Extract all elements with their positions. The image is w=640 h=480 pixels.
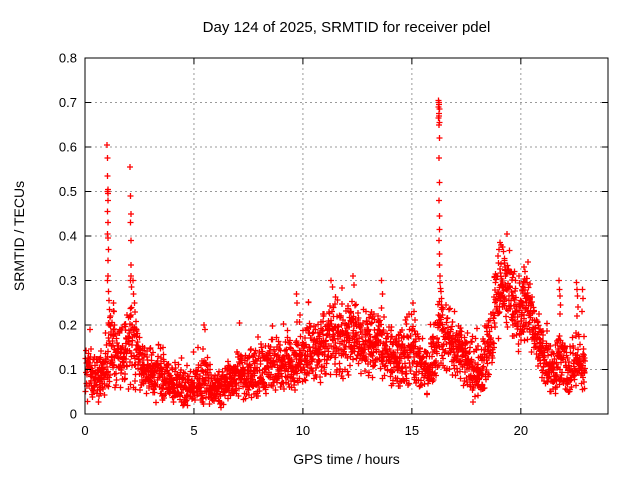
y-tick-label: 0.3: [59, 273, 77, 288]
y-tick-label: 0.5: [59, 184, 77, 199]
y-tick-label: 0: [70, 407, 77, 422]
y-tick-label: 0.8: [59, 51, 77, 66]
x-tick-label: 5: [190, 423, 197, 438]
x-tick-label: 20: [514, 423, 528, 438]
x-axis-label: GPS time / hours: [293, 451, 400, 467]
chart-title: Day 124 of 2025, SRMTID for receiver pde…: [202, 19, 491, 36]
x-tick-label: 15: [405, 423, 419, 438]
y-tick-label: 0.2: [59, 318, 77, 333]
scatter-points: [82, 97, 588, 411]
x-tick-label: 10: [296, 423, 310, 438]
y-tick-label: 0.6: [59, 140, 77, 155]
x-tick-label: 0: [81, 423, 88, 438]
y-tick-label: 0.7: [59, 95, 77, 110]
y-tick-label: 0.4: [59, 229, 77, 244]
y-tick-label: 0.1: [59, 362, 77, 377]
